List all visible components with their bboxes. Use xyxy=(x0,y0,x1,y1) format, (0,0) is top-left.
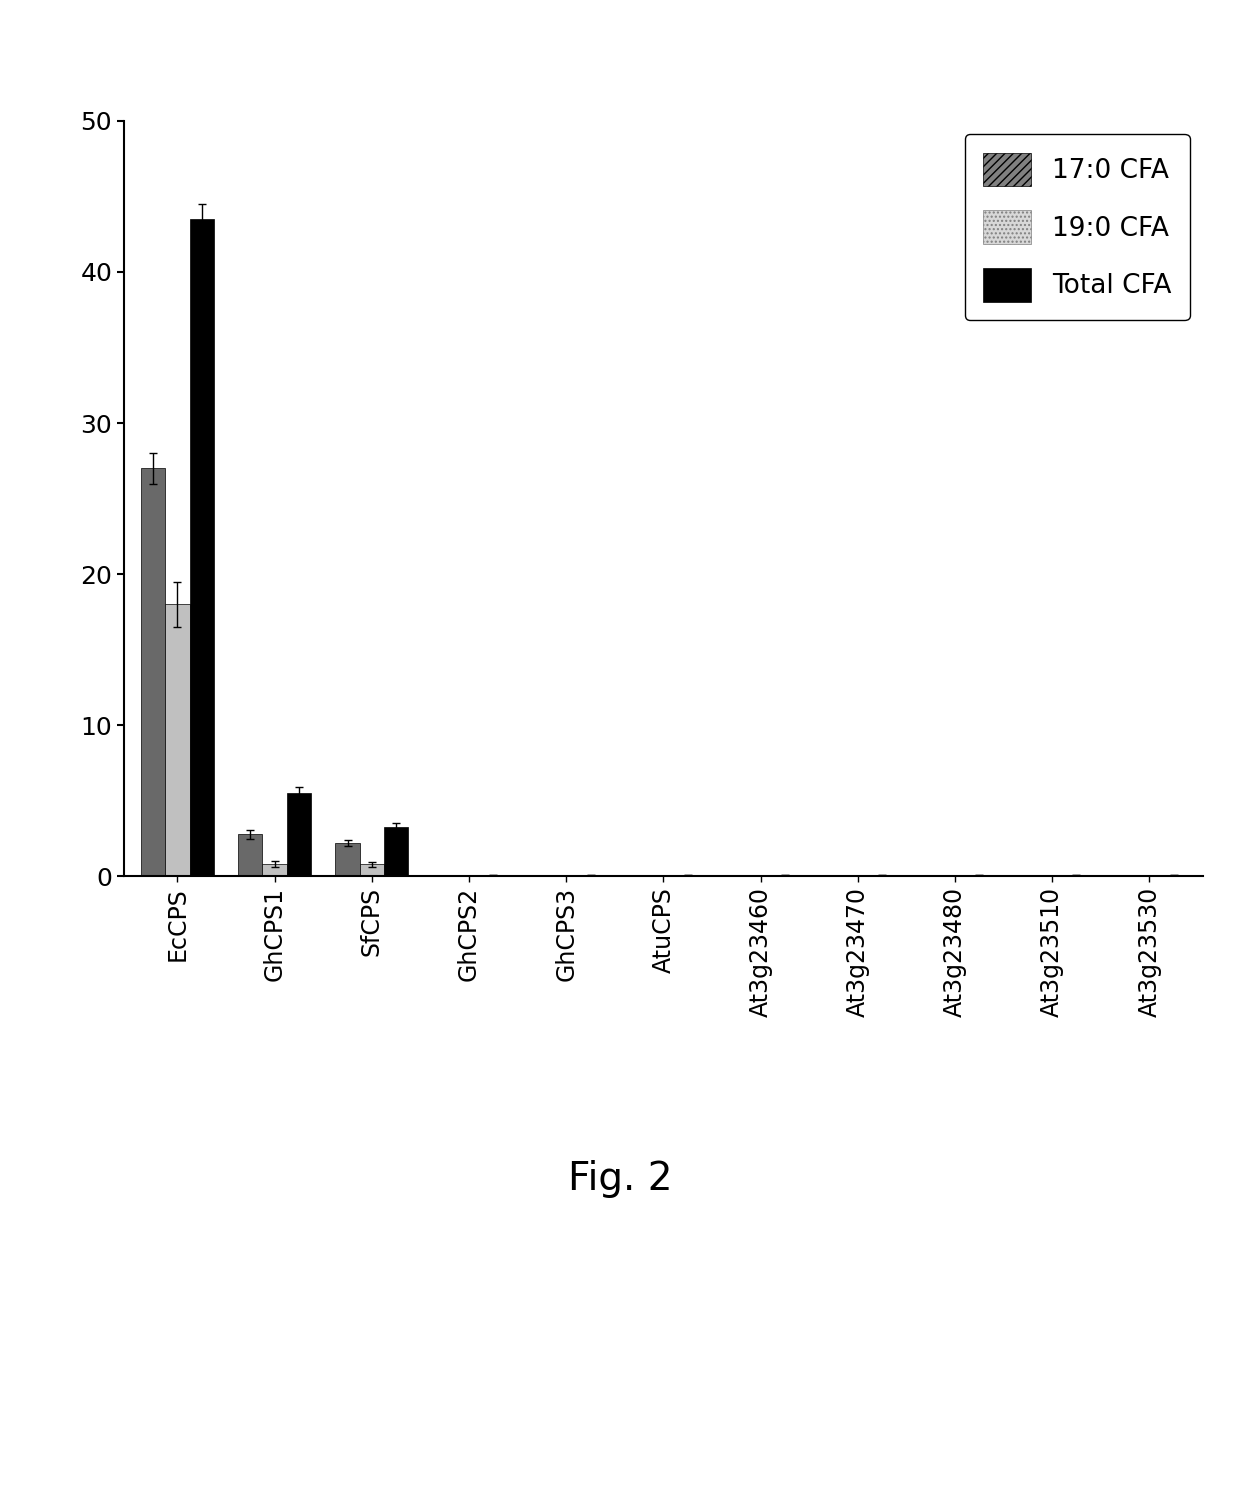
Bar xyxy=(481,875,506,876)
Bar xyxy=(870,875,894,876)
Bar xyxy=(773,875,797,876)
Bar xyxy=(676,875,699,876)
Bar xyxy=(1064,875,1089,876)
Bar xyxy=(141,468,165,876)
Legend: 17:0 CFA, 19:0 CFA, Total CFA: 17:0 CFA, 19:0 CFA, Total CFA xyxy=(965,134,1189,320)
Bar xyxy=(384,827,408,876)
Bar xyxy=(335,843,360,876)
Bar xyxy=(190,219,213,876)
Bar xyxy=(263,864,286,876)
Bar xyxy=(578,875,603,876)
Bar xyxy=(1162,875,1185,876)
Bar xyxy=(286,793,311,876)
Text: Fig. 2: Fig. 2 xyxy=(568,1159,672,1198)
Bar xyxy=(165,604,190,876)
Bar xyxy=(238,834,263,876)
Bar xyxy=(967,875,992,876)
Bar xyxy=(360,864,384,876)
